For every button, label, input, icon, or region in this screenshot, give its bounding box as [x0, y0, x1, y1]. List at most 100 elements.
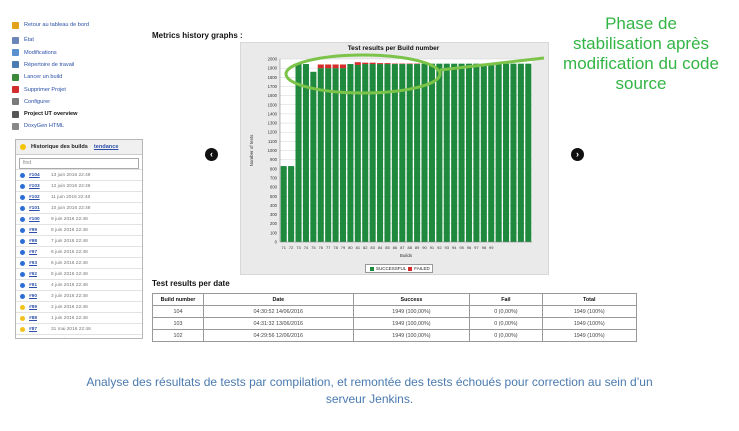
- bar-successful: [421, 63, 428, 242]
- bar-successful: [354, 64, 361, 242]
- x-tick-label: 88: [407, 245, 412, 250]
- bar-failed: [317, 64, 324, 69]
- bar-successful: [406, 64, 413, 242]
- build-row[interactable]: #104 13 juin 2016 22:48: [16, 169, 142, 181]
- build-row[interactable]: #89 2 juin 2016 22:48: [16, 301, 142, 313]
- build-status-icon: [20, 327, 25, 332]
- sidebar-item[interactable]: Répertoire de travail: [12, 59, 74, 71]
- caption-line: Analyse des résultats de tests par compi…: [86, 375, 653, 389]
- build-number-link[interactable]: #88: [29, 316, 38, 321]
- figure-caption: Analyse des résultats de tests par compi…: [10, 374, 729, 408]
- y-tick-label: 1400: [268, 111, 278, 116]
- build-row[interactable]: #97 6 juin 2016 22:48: [16, 246, 142, 258]
- cell-success: 1949 (100,00%): [352, 329, 471, 342]
- bar-successful: [295, 64, 302, 242]
- build-row[interactable]: #98 7 juin 2016 22:48: [16, 235, 142, 247]
- build-row[interactable]: #8630 mai 2016 22:48: [16, 334, 142, 339]
- legend-failed-swatch: [408, 266, 413, 271]
- sidebar-item-label: Retour au tableau de bord: [24, 22, 89, 28]
- build-number-link[interactable]: #91: [29, 283, 38, 288]
- bar-successful: [517, 63, 524, 242]
- y-tick-label: 1100: [268, 139, 278, 144]
- x-tick-label: 85: [385, 245, 390, 250]
- x-tick-label: 89: [415, 245, 420, 250]
- build-row[interactable]: #87 31 mai 2016 22:48: [16, 323, 142, 335]
- sidebar-item[interactable]: Retour au tableau de bord: [12, 19, 89, 31]
- build-status-icon: [20, 239, 25, 244]
- build-number-link[interactable]: #102: [29, 195, 40, 200]
- build-date: 5 juin 2016 22:48: [51, 272, 88, 277]
- x-tick-label: 79: [341, 245, 346, 250]
- sidebar-item[interactable]: État: [12, 34, 34, 46]
- sidebar-item[interactable]: Supprimer Projet: [12, 84, 66, 96]
- search-icon: [12, 36, 19, 44]
- sidebar-item[interactable]: Project UT overview: [12, 108, 77, 120]
- sidebar-item[interactable]: Lancer un build: [12, 71, 62, 83]
- x-tick-label: 81: [356, 245, 361, 250]
- cell-total: 1949 (100%): [541, 317, 637, 330]
- build-row[interactable]: #102 11 juin 2016 22:48: [16, 191, 142, 203]
- build-find-input[interactable]: find: [19, 158, 139, 169]
- build-row[interactable]: #103 12 juin 2016 22:48: [16, 180, 142, 192]
- build-number-link[interactable]: #104: [29, 173, 40, 178]
- chart-next-button[interactable]: ›: [571, 148, 584, 161]
- sidebar-item[interactable]: Configurer: [12, 96, 50, 108]
- sidebar: Retour au tableau de bord État Modificatio…: [12, 0, 143, 339]
- col-fail: Fail: [469, 293, 543, 306]
- weather-sun-icon: [20, 144, 26, 150]
- build-number-link[interactable]: #87: [29, 327, 38, 332]
- bar-failed: [384, 63, 391, 65]
- build-number-link[interactable]: #93: [29, 261, 38, 266]
- build-number-link[interactable]: #100: [29, 217, 40, 222]
- x-tick-label: 78: [333, 245, 338, 250]
- build-row[interactable]: #99 8 juin 2016 22:48: [16, 224, 142, 236]
- build-number-link[interactable]: #99: [29, 228, 38, 233]
- cell-build: 103: [152, 317, 204, 330]
- bar-failed: [362, 62, 369, 65]
- build-row[interactable]: #101 10 juin 2016 22:48: [16, 202, 142, 214]
- bar-failed: [377, 63, 384, 65]
- y-tick-label: 700: [270, 175, 278, 180]
- chart-prev-button[interactable]: ‹: [205, 148, 218, 161]
- table-row: 104 04:30:52 14/06/2016 1949 (100,00%) 0…: [152, 305, 637, 318]
- sidebar-item[interactable]: DoxyGen HTML: [12, 120, 64, 132]
- sidebar-item-label: DoxyGen HTML: [24, 123, 65, 130]
- bar-successful: [510, 63, 517, 242]
- caption-line: serveur Jenkins.: [325, 392, 414, 406]
- build-number-link[interactable]: #86: [29, 338, 51, 339]
- build-row[interactable]: #100 9 juin 2016 22:48: [16, 213, 142, 225]
- build-status-icon: [20, 316, 25, 321]
- build-status-icon: [20, 294, 25, 299]
- build-number-link[interactable]: #103: [29, 184, 40, 189]
- build-number-link[interactable]: #98: [29, 239, 38, 244]
- trend-link[interactable]: tendance: [93, 144, 119, 150]
- build-row[interactable]: #90 3 juin 2016 22:48: [16, 290, 142, 302]
- build-date: 4 juin 2016 22:48: [51, 283, 88, 288]
- build-number-link[interactable]: #101: [29, 206, 40, 211]
- build-status-icon: [20, 272, 25, 277]
- build-number-link[interactable]: #92: [29, 272, 38, 277]
- x-tick-label: 96: [467, 245, 472, 250]
- bar-successful: [317, 68, 324, 243]
- build-row[interactable]: #88 1 juin 2016 22:48: [16, 312, 142, 324]
- cell-fail: 0 (0,00%): [469, 305, 543, 318]
- bar-successful: [458, 63, 465, 242]
- y-tick-label: 1000: [268, 148, 278, 153]
- sidebar-item[interactable]: Modifications: [12, 47, 57, 59]
- build-row[interactable]: #93 6 juin 2016 22:48: [16, 257, 142, 269]
- x-tick-label: 87: [400, 245, 405, 250]
- x-tick-label: 76: [319, 245, 324, 250]
- build-row[interactable]: #92 5 juin 2016 22:48: [16, 268, 142, 280]
- bar-successful: [391, 64, 398, 242]
- y-tick-label: 1300: [268, 121, 278, 126]
- build-number-link[interactable]: #97: [29, 250, 38, 255]
- bar-successful: [310, 71, 317, 242]
- x-tick-label: 74: [304, 245, 309, 250]
- build-status-icon: [20, 261, 25, 266]
- build-status-icon: [20, 305, 25, 310]
- build-row[interactable]: #91 4 juin 2016 22:48: [16, 279, 142, 291]
- sidebar-item-label: Configurer: [24, 98, 51, 105]
- no-entry-icon: [12, 86, 19, 93]
- build-number-link[interactable]: #89: [29, 305, 38, 310]
- build-number-link[interactable]: #90: [29, 294, 38, 299]
